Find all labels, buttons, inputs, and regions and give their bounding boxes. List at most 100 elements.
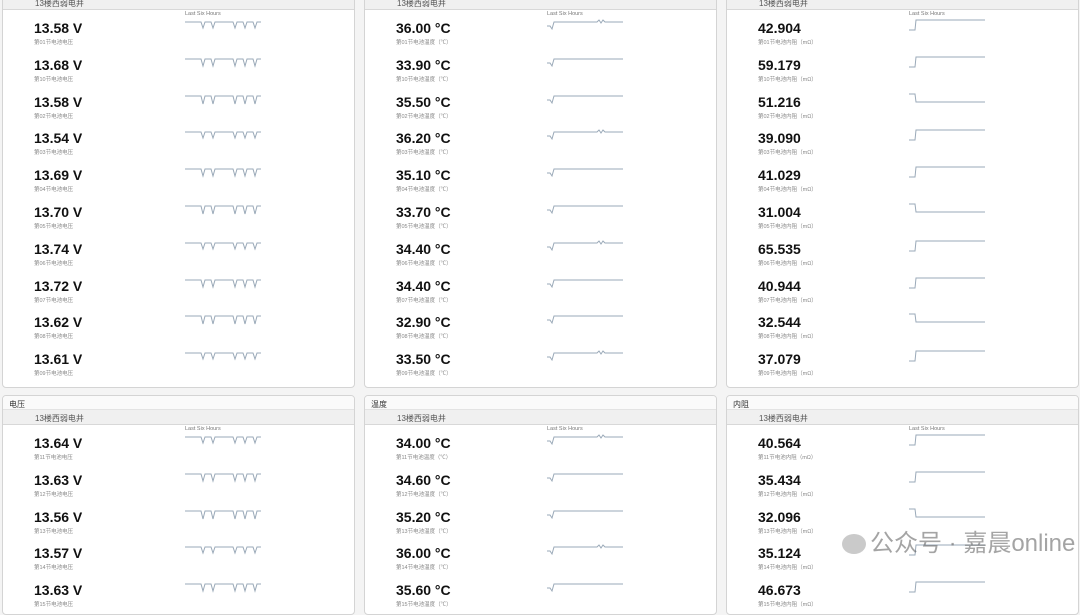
metric-row[interactable]: 13.68 V 第10节电池电压 <box>3 51 354 88</box>
metric-row[interactable]: 13.74 V 第06节电池电压 <box>3 235 354 272</box>
sparkline <box>185 131 261 140</box>
sparkline-line <box>547 205 623 215</box>
metric-value: 36.00 °C <box>396 20 451 36</box>
metric-row[interactable]: 32.544 第08节电池内阻（mΩ） <box>727 308 1078 345</box>
metric-row[interactable]: 34.40 °C 第07节电池温度（℃） <box>365 272 716 309</box>
metric-row[interactable]: 13.56 V 第13节电池电压 <box>3 503 354 540</box>
sparkline-label: Last Six Hours <box>909 11 945 17</box>
metric-row[interactable]: 13.72 V 第07节电池电压 <box>3 272 354 309</box>
metric-row[interactable]: 13.70 V 第05节电池电压 <box>3 198 354 235</box>
metric-label: 第02节电池内阻（mΩ） <box>758 113 817 120</box>
metric-label: 第08节电池温度（℃） <box>396 334 452 341</box>
metric-row[interactable]: 13.61 V 第09节电池电压 <box>3 345 354 382</box>
metric-row[interactable]: 13.57 V 第14节电池电压 <box>3 539 354 576</box>
metric-row[interactable]: 34.40 °C 第06节电池温度（℃） <box>365 235 716 272</box>
sparkline <box>909 166 985 178</box>
metric-row[interactable]: 13.63 V 第15节电池电压 <box>3 576 354 613</box>
sparkline-line <box>909 240 985 252</box>
metric-row[interactable]: 33.70 °C 第05节电池温度（℃） <box>365 198 716 235</box>
voltage-panel: 电压 13楼西弱电井 Last Six Hours 13.64 V 第11节电池电压 13… <box>2 395 355 615</box>
sparkline <box>185 168 261 179</box>
metric-row[interactable]: 13.58 V 第02节电池电压 <box>3 88 354 125</box>
metric-row[interactable]: 41.029 第04节电池内阻（mΩ） <box>727 161 1078 198</box>
metric-row[interactable]: 59.179 第10节电池内阻（mΩ） <box>727 51 1078 88</box>
metric-value: 13.56 V <box>34 508 83 525</box>
sparkline-line <box>185 95 261 104</box>
metric-row[interactable]: 65.535 第06节电池内阻（mΩ） <box>727 235 1078 272</box>
metric-value: 13.58 V <box>34 93 83 110</box>
metric-row[interactable]: 13.64 V 第11节电池电压 <box>3 429 354 466</box>
metric-row[interactable]: 36.00 °C 第14节电池温度（℃） <box>365 539 716 576</box>
metric-row[interactable]: 36.00 °C 第01节电池温度（℃） <box>365 14 716 51</box>
metric-row[interactable]: 39.090 第03节电池内阻（mΩ） <box>727 124 1078 161</box>
sparkline <box>185 352 261 361</box>
metric-row[interactable]: 35.124 第14节电池内阻（mΩ） <box>727 539 1078 576</box>
metric-label: 第12节电池温度（℃） <box>396 491 452 498</box>
metric-value: 36.20 °C <box>396 130 451 147</box>
metric-row[interactable]: 33.90 °C 第10节电池温度（℃） <box>365 51 716 88</box>
sparkline <box>909 350 985 362</box>
sparkline <box>909 203 985 213</box>
metric-label: 第04节电池电压 <box>34 187 74 194</box>
metric-row[interactable]: 31.004 第05节电池内阻（mΩ） <box>727 198 1078 235</box>
metric-label: 第10节电池温度（℃） <box>396 76 452 83</box>
sparkline <box>909 313 985 323</box>
temperature-panel: 13楼西弱电井 Last Six Hours 36.00 °C 第01节电池温度（℃）… <box>364 0 717 388</box>
metric-row[interactable]: 36.20 °C 第03节电池温度（℃） <box>365 124 716 161</box>
metric-row[interactable]: 13.62 V 第08节电池电压 <box>3 308 354 345</box>
metric-row[interactable]: 34.60 °C 第12节电池温度（℃） <box>365 466 716 503</box>
station-header: 13楼西弱电井 <box>365 0 716 10</box>
sparkline <box>909 93 985 103</box>
metric-value: 13.68 V <box>34 56 83 73</box>
sparkline-line <box>547 239 623 251</box>
sparkline <box>185 583 261 594</box>
metric-row[interactable]: 13.63 V 第12节电池电压 <box>3 466 354 503</box>
sparkline <box>909 581 985 593</box>
metric-value: 13.72 V <box>34 277 83 294</box>
metric-row[interactable]: 13.69 V 第04节电池电压 <box>3 161 354 198</box>
metric-value: 35.60 °C <box>396 582 451 599</box>
sparkline-line <box>547 129 623 141</box>
metric-row[interactable]: 35.20 °C 第13节电池温度（℃） <box>365 503 716 540</box>
metric-value: 13.58 V <box>34 20 83 36</box>
metric-label: 第09节电池温度（℃） <box>396 371 452 378</box>
metric-value: 32.544 <box>758 314 801 331</box>
sparkline-line <box>547 19 623 31</box>
metric-row[interactable]: 37.079 第09节电池内阻（mΩ） <box>727 345 1078 382</box>
metric-row[interactable]: 13.54 V 第03节电池电压 <box>3 124 354 161</box>
metric-value: 33.70 °C <box>396 203 451 220</box>
sparkline <box>185 436 261 445</box>
sparkline-line <box>185 58 261 68</box>
sparkline-line <box>547 279 623 288</box>
metric-row[interactable]: 33.50 °C 第09节电池温度（℃） <box>365 345 716 382</box>
metric-row[interactable]: 13.58 V 第01节电池电压 <box>3 14 354 51</box>
metric-row[interactable]: 35.60 °C 第15节电池温度（℃） <box>365 576 716 613</box>
sparkline <box>909 129 985 141</box>
sparkline <box>547 19 623 31</box>
metric-row[interactable]: 32.90 °C 第08节电池温度（℃） <box>365 308 716 345</box>
metric-row[interactable]: 32.096 第13节电池内阻（mΩ） <box>727 503 1078 540</box>
sparkline <box>547 510 623 519</box>
sparkline-line <box>185 205 261 215</box>
sparkline-line <box>909 471 985 483</box>
metric-row[interactable]: 40.944 第07节电池内阻（mΩ） <box>727 272 1078 309</box>
metric-row[interactable]: 35.434 第12节电池内阻（mΩ） <box>727 466 1078 503</box>
metric-value: 34.40 °C <box>396 277 451 294</box>
sparkline-line <box>185 279 261 289</box>
metric-row[interactable]: 35.10 °C 第04节电池温度（℃） <box>365 161 716 198</box>
watermark-text: 公众号 · 嘉晨online <box>870 530 1076 557</box>
sparkline <box>185 95 261 104</box>
sparkline-line <box>547 95 623 104</box>
sparkline <box>185 58 261 68</box>
metric-value: 40.564 <box>758 435 801 451</box>
metric-row[interactable]: 40.564 第11节电池内阻（mΩ） <box>727 429 1078 466</box>
metric-row[interactable]: 35.50 °C 第02节电池温度（℃） <box>365 88 716 125</box>
metric-label: 第03节电池内阻（mΩ） <box>758 150 817 157</box>
metric-row[interactable]: 34.00 °C 第11节电池温度（℃） <box>365 429 716 466</box>
metric-row[interactable]: 51.216 第02节电池内阻（mΩ） <box>727 88 1078 125</box>
metric-row[interactable]: 42.904 第01节电池内阻（mΩ） <box>727 14 1078 51</box>
sparkline <box>547 129 623 141</box>
station-header: 13楼西弱电井 <box>365 410 716 425</box>
sparkline <box>185 510 261 519</box>
metric-row[interactable]: 46.673 第15节电池内阻（mΩ） <box>727 576 1078 613</box>
